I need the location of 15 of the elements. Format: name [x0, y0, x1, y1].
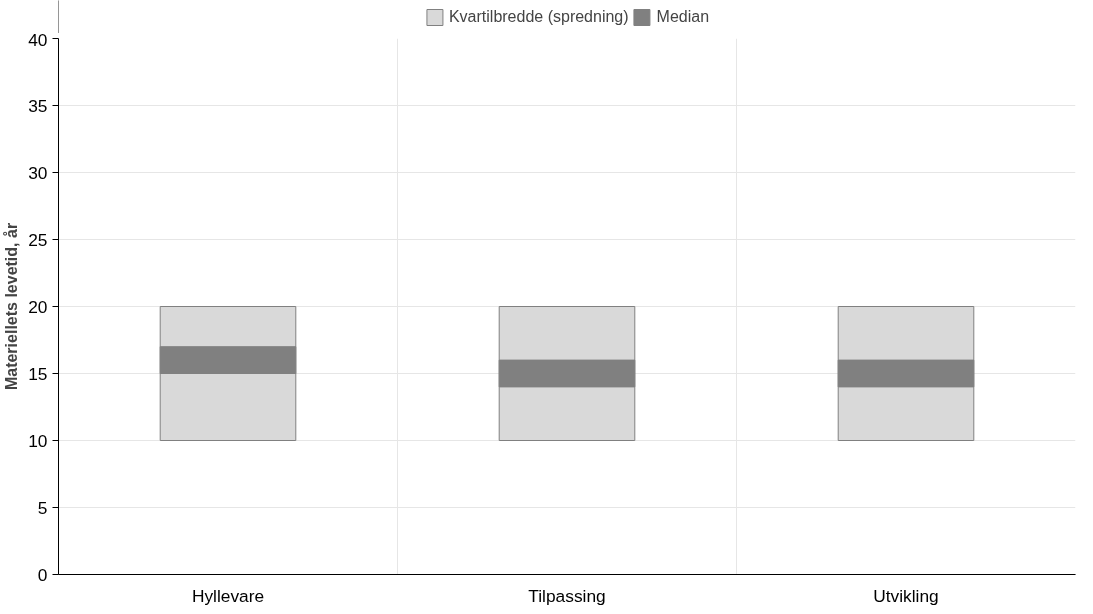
y-tick-label: 25 [28, 229, 48, 250]
y-tick-label: 40 [28, 29, 48, 50]
legend-label: Median [656, 7, 710, 26]
y-tick-label: 30 [28, 162, 48, 183]
x-tick-label: Tilpassing [528, 585, 606, 606]
y-tick-label: 5 [37, 497, 48, 518]
y-axis-title: Materiellets levetid, år [3, 222, 21, 391]
y-tick-label: 0 [37, 564, 48, 585]
y-tick-label: 35 [28, 95, 48, 116]
x-tick-label: Utvikling [873, 585, 939, 606]
y-tick-label: 15 [28, 363, 48, 384]
y-tick-label: 10 [28, 430, 48, 451]
legend-label: Kvartilbredde (spredning) [448, 7, 629, 26]
x-tick-label: Hyllevare [191, 585, 265, 606]
y-tick-label: 20 [28, 296, 48, 317]
